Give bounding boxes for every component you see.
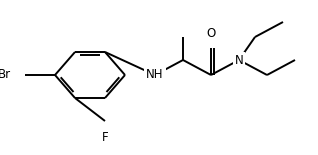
Text: F: F bbox=[102, 131, 108, 144]
Text: O: O bbox=[206, 27, 216, 40]
Text: N: N bbox=[235, 53, 243, 66]
Text: Br: Br bbox=[0, 69, 11, 82]
Text: NH: NH bbox=[146, 69, 164, 82]
